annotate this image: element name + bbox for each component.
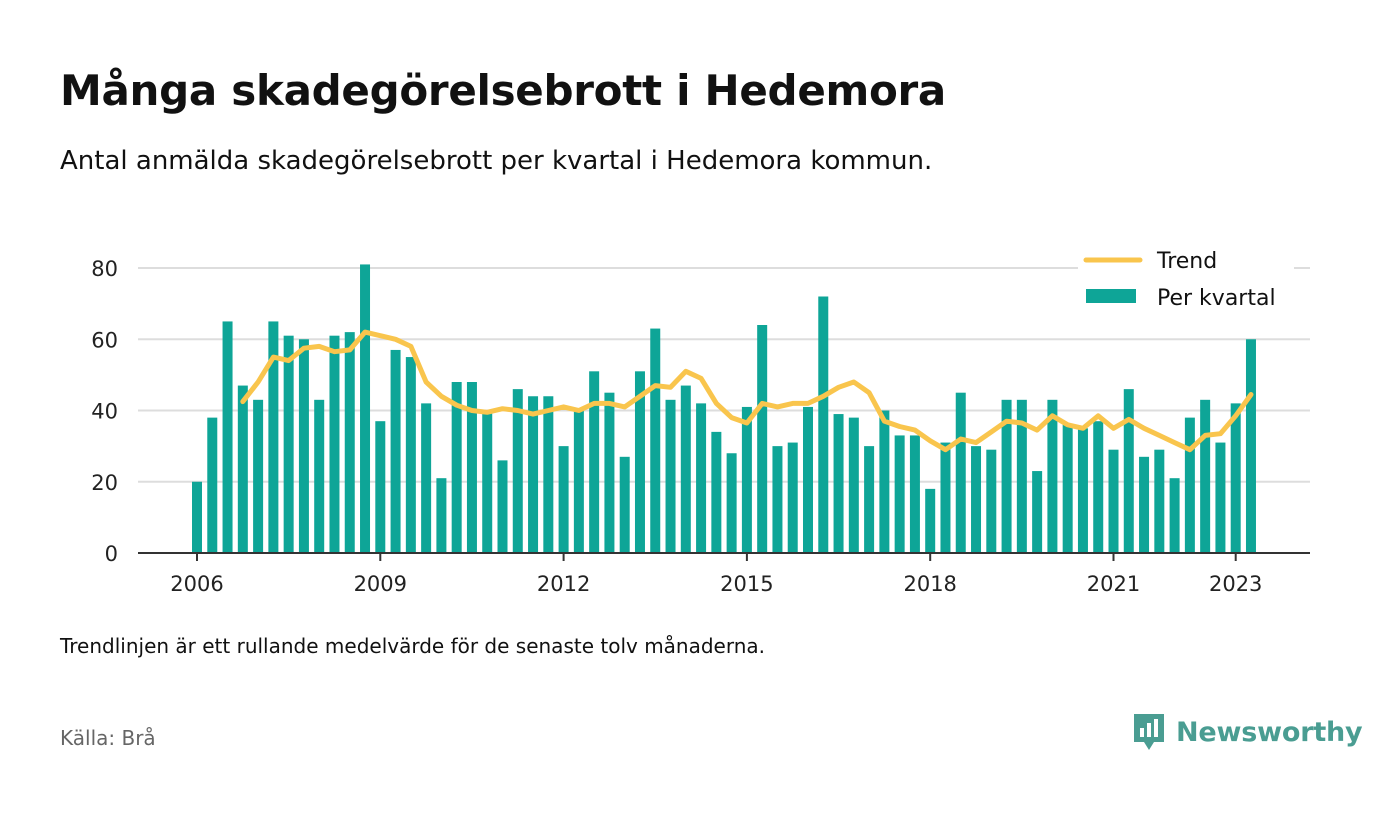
bar	[1169, 478, 1180, 553]
bar	[558, 446, 569, 553]
legend-background	[1078, 240, 1294, 320]
bar	[1245, 339, 1256, 553]
bar	[268, 321, 279, 553]
bar	[573, 410, 584, 553]
bar	[222, 321, 233, 553]
x-tick-label: 2018	[903, 572, 956, 596]
bar	[680, 385, 691, 553]
x-tick-label: 2009	[354, 572, 407, 596]
bar	[818, 296, 829, 553]
bar	[1016, 399, 1027, 553]
y-tick-label: 20	[91, 471, 118, 495]
bar	[405, 357, 416, 553]
bar	[1077, 428, 1088, 553]
x-tick-label: 2023	[1209, 572, 1262, 596]
y-tick-label: 80	[91, 257, 118, 281]
bar-series	[192, 264, 1256, 553]
chart-title: Många skadegörelsebrott i Hedemora	[60, 66, 946, 115]
bar	[344, 332, 355, 553]
legend-trend-label: Trend	[1156, 249, 1217, 274]
bar	[1154, 449, 1165, 553]
bar	[298, 339, 309, 553]
bar	[787, 442, 798, 553]
bar	[314, 399, 325, 553]
bar	[848, 417, 859, 553]
bar	[375, 421, 386, 553]
chart-subtitle: Antal anmälda skadegörelsebrott per kvar…	[60, 146, 933, 176]
axes: 0 20 40 60 80 2006 2009 2012 2015 2018 2021 2023	[91, 257, 1310, 596]
bar	[665, 399, 676, 553]
bar	[833, 414, 844, 553]
bar	[421, 403, 432, 553]
bar	[925, 488, 936, 553]
bar	[1184, 417, 1195, 553]
bar	[741, 406, 752, 553]
bar	[986, 449, 997, 553]
bar	[955, 392, 966, 553]
bar	[940, 442, 951, 553]
bar	[1215, 442, 1226, 553]
bar	[1139, 456, 1150, 553]
bar	[360, 264, 371, 553]
bar	[1200, 399, 1211, 553]
y-tick-label: 60	[91, 328, 118, 352]
y-tick-label: 0	[105, 542, 118, 566]
trend-line	[240, 329, 1254, 453]
bar	[543, 396, 554, 553]
footnote: Trendlinjen är ett rullande medelvärde f…	[60, 634, 766, 658]
bar	[894, 435, 905, 553]
bar	[237, 385, 248, 553]
bar	[192, 481, 202, 553]
bar	[864, 446, 875, 553]
bar	[390, 349, 401, 553]
legend-bars-label: Per kvartal	[1157, 286, 1276, 311]
bar	[1123, 389, 1134, 553]
legend: Trend Per kvartal	[1078, 240, 1294, 320]
bar	[512, 389, 523, 553]
bar	[711, 431, 722, 553]
bar	[803, 406, 813, 553]
chart-svg: 0 20 40 60 80 2006 2009 2012 2015 2018 2021 2023 Tr…	[91, 240, 1310, 596]
bar	[1108, 449, 1119, 553]
bar	[909, 435, 920, 553]
bar	[650, 328, 661, 553]
x-tick-label: 2021	[1087, 572, 1140, 596]
brand-name: Newsworthy	[1176, 716, 1363, 748]
bar	[253, 399, 264, 553]
newsworthy-logo-icon	[1134, 714, 1164, 750]
brand-logo[interactable]: Newsworthy	[1132, 712, 1363, 752]
bar	[589, 371, 600, 553]
bar	[466, 382, 477, 553]
bar	[726, 453, 737, 553]
bar	[1047, 399, 1058, 553]
y-tick-label: 40	[91, 400, 118, 424]
bar	[757, 325, 768, 553]
bar	[497, 460, 508, 553]
x-tick-label: 2006	[170, 572, 223, 596]
bar	[619, 456, 630, 553]
bar	[283, 335, 294, 553]
bar	[1032, 471, 1043, 553]
bar	[879, 410, 890, 553]
bar	[482, 410, 493, 553]
bar	[604, 392, 615, 553]
bar	[1093, 421, 1104, 553]
bar	[207, 417, 218, 553]
legend-bars-swatch	[1086, 289, 1136, 303]
bar	[1001, 399, 1012, 553]
bar	[451, 382, 462, 553]
bar	[436, 478, 447, 553]
bar	[634, 371, 645, 553]
x-tick-label: 2012	[537, 572, 590, 596]
bar	[772, 446, 783, 553]
trend-series	[240, 329, 1254, 453]
bar	[971, 446, 982, 553]
bar	[1230, 403, 1241, 553]
bar	[696, 403, 707, 553]
bar	[1062, 424, 1073, 553]
bar	[528, 396, 539, 553]
x-tick-label: 2015	[720, 572, 773, 596]
bar	[329, 335, 340, 553]
source-label: Källa: Brå	[60, 726, 156, 750]
